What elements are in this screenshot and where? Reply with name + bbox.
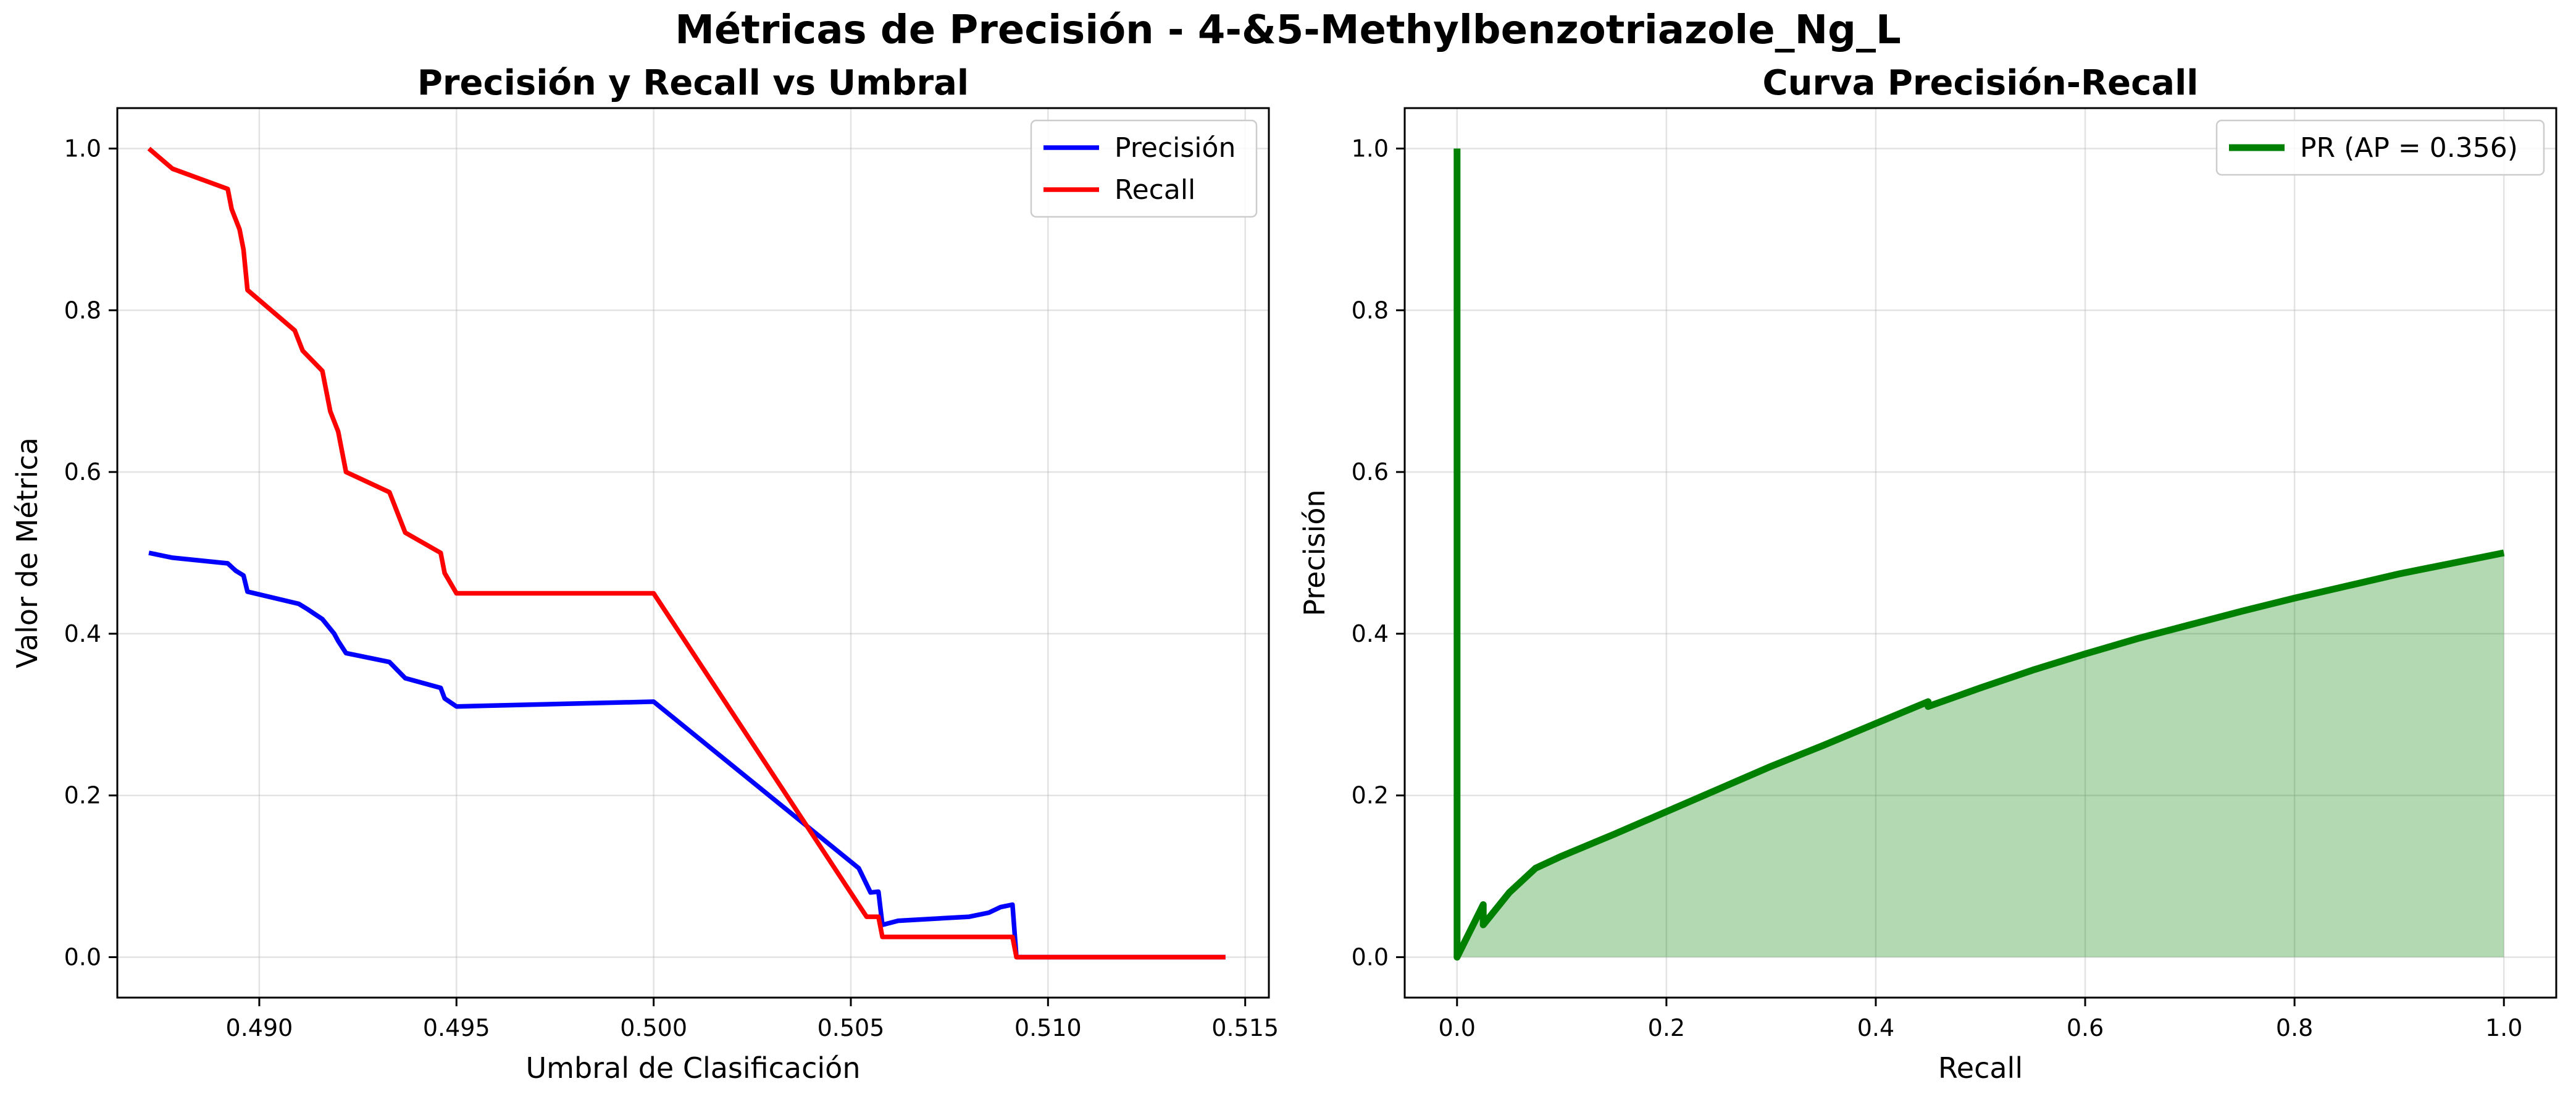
x-tick-label: 0.0 <box>1439 1014 1476 1041</box>
chart-panel-2: 0.0 0.2 0.4 0.6 0.8 1.0 0.0 0.2 0.4 0.6 0.8 1.0 Curv… <box>1298 63 2557 1085</box>
series-line-pr-ap-0-356 <box>1453 148 2505 961</box>
y-tick-label: 0.2 <box>64 782 101 809</box>
plot-frame <box>116 107 1270 999</box>
legend-label: PR (AP = 0.356) <box>2300 132 2518 164</box>
figure-title: Métricas de Precisión - 4-&5-Methylbenzo… <box>675 7 1901 53</box>
series-line-precisi-n <box>148 550 1226 960</box>
legend-box <box>1030 119 1258 218</box>
x-tick-label: 0.515 <box>1211 1014 1279 1041</box>
legend-label: Recall <box>1114 174 1195 206</box>
x-tick-label: 0.510 <box>1014 1014 1082 1041</box>
legend: Precisión Recall <box>1030 119 1258 218</box>
x-tick-label: 0.8 <box>2276 1014 2313 1041</box>
y-tick-label: 0.0 <box>64 944 101 971</box>
panel-title: Precisión y Recall vs Umbral <box>417 63 969 103</box>
legend-box <box>2215 119 2545 176</box>
y-tick-label: 0.6 <box>64 458 101 486</box>
x-tick-label: 0.2 <box>1648 1014 1685 1041</box>
panel-title: Curva Precisión-Recall <box>1763 63 2199 103</box>
pr-area-fill <box>1457 148 2504 957</box>
y-tick-label: 0.2 <box>1352 782 1389 809</box>
y-tick-label: 0.6 <box>1352 458 1389 486</box>
x-tick-label: 1.0 <box>2485 1014 2522 1041</box>
x-tick-label: 0.490 <box>226 1014 293 1041</box>
y-tick-label: 1.0 <box>1352 135 1389 162</box>
y-tick-label: 0.0 <box>1352 944 1389 971</box>
x-tick-label: 0.500 <box>620 1014 687 1041</box>
x-tick-label: 0.505 <box>818 1014 885 1041</box>
x-tick-label: 0.495 <box>423 1014 490 1041</box>
y-tick-label: 0.4 <box>64 620 101 647</box>
y-axis-label: Valor de Métrica <box>10 437 44 668</box>
chart-panel-1: 0.490 0.495 0.500 0.505 0.510 0.515 0.0 0.2 0.4 0… <box>10 63 1279 1085</box>
x-axis-label: Recall <box>1938 1051 2023 1085</box>
x-tick-label: 0.6 <box>2067 1014 2104 1041</box>
legend: PR (AP = 0.356) <box>2215 119 2545 176</box>
series-line-recall <box>147 146 1226 960</box>
x-tick-label: 0.4 <box>1857 1014 1894 1041</box>
plot-frame <box>1403 107 2557 999</box>
y-tick-label: 1.0 <box>64 135 101 162</box>
y-tick-label: 0.8 <box>1352 297 1389 324</box>
y-tick-label: 0.4 <box>1352 620 1389 647</box>
legend-label: Precisión <box>1114 132 1236 164</box>
y-tick-label: 0.8 <box>64 297 101 324</box>
y-axis-label: Precisión <box>1298 489 1331 616</box>
x-axis-label: Umbral de Clasificación <box>526 1051 861 1085</box>
